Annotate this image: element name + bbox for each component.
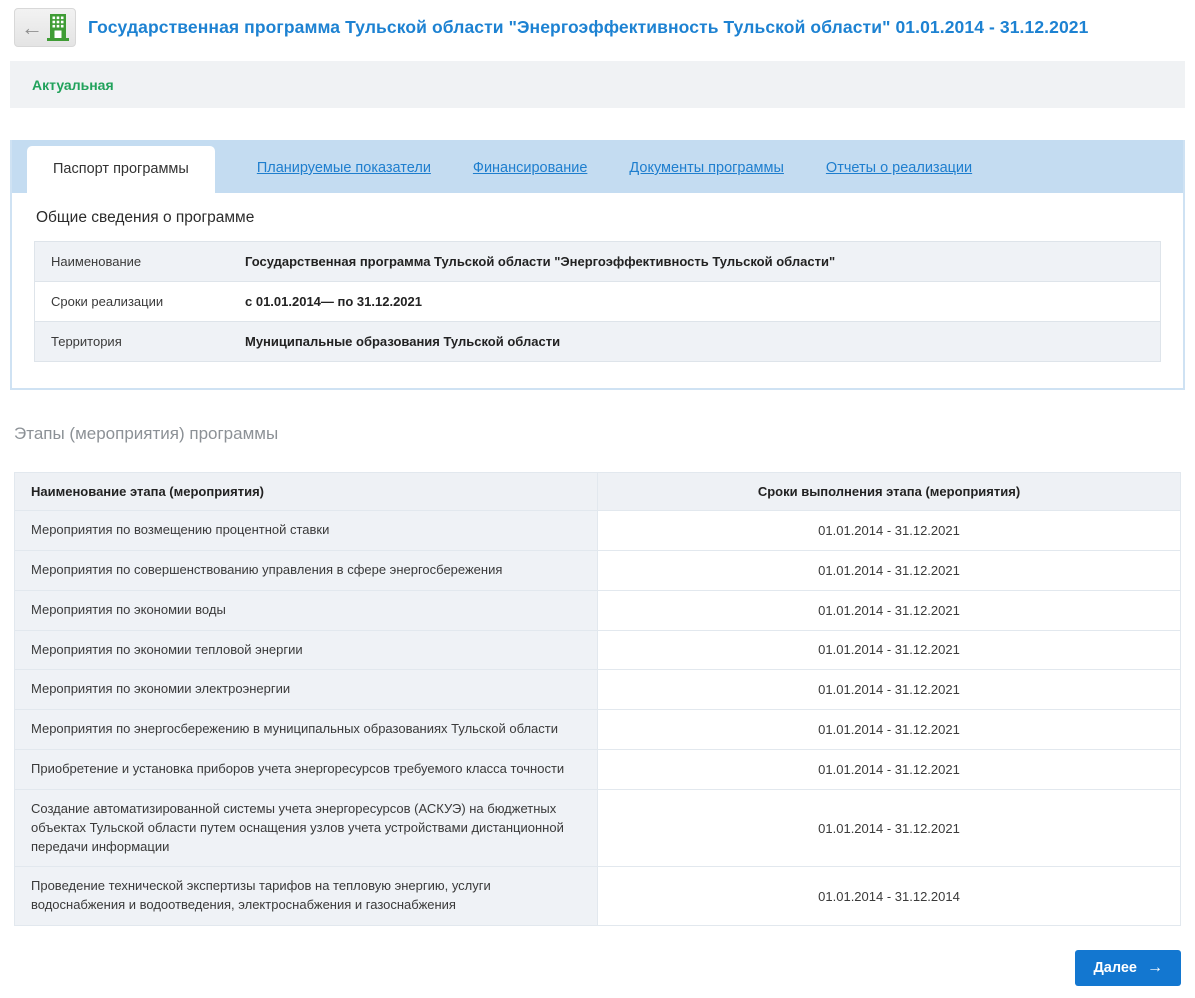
- stage-period: 01.01.2014 - 31.12.2021: [597, 788, 1181, 868]
- table-row: Мероприятия по совершенствованию управле…: [14, 549, 1181, 591]
- next-button[interactable]: Далее →: [1075, 950, 1181, 987]
- stage-name: Мероприятия по энергосбережению в муници…: [14, 709, 598, 751]
- field-label: Наименование: [51, 254, 142, 269]
- table-row: Наименование Государственная программа Т…: [35, 242, 1160, 282]
- building-icon: [47, 13, 69, 42]
- stage-name: Проведение технической экспертизы тарифо…: [14, 866, 598, 927]
- stage-period: 01.01.2014 - 31.12.2021: [597, 709, 1181, 751]
- stage-period: 01.01.2014 - 31.12.2021: [597, 589, 1181, 631]
- stage-name: Мероприятия по экономии тепловой энергии: [14, 629, 598, 671]
- tab-implementation-reports[interactable]: Отчеты о реализации: [825, 160, 973, 176]
- stage-name: Мероприятия по экономии электроэнергии: [14, 669, 598, 711]
- field-label: Территория: [51, 334, 122, 349]
- page-header: ← Государственная программа Тульской обл…: [0, 0, 1195, 57]
- stage-name: Мероприятия по экономии воды: [14, 589, 598, 631]
- table-row: Мероприятия по возмещению процентной ста…: [14, 510, 1181, 551]
- stage-period: 01.01.2014 - 31.12.2021: [597, 510, 1181, 551]
- passport-tab-content: Общие сведения о программе Наименование …: [12, 193, 1183, 388]
- stages-table: Наименование этапа (мероприятия) Сроки в…: [14, 472, 1181, 927]
- program-card: Паспорт программы Планируемые показатели…: [10, 140, 1185, 390]
- column-header-period: Сроки выполнения этапа (мероприятия): [597, 472, 1181, 511]
- back-button[interactable]: ←: [14, 8, 76, 47]
- table-row: Мероприятия по энергосбережению в муници…: [14, 709, 1181, 751]
- field-value: Муниципальные образования Тульской облас…: [245, 334, 561, 349]
- table-row: Территория Муниципальные образования Тул…: [35, 322, 1160, 361]
- table-row: Проведение технической экспертизы тарифо…: [14, 866, 1181, 927]
- field-value: с 01.01.2014— по 31.12.2021: [245, 294, 422, 309]
- table-row: Приобретение и установка приборов учета …: [14, 749, 1181, 790]
- next-button-label: Далее: [1093, 960, 1137, 977]
- page-title: Государственная программа Тульской облас…: [88, 17, 1089, 37]
- back-arrow-icon: ←: [21, 14, 43, 40]
- status-badge[interactable]: Актуальная: [32, 76, 114, 93]
- stage-name: Приобретение и установка приборов учета …: [14, 749, 598, 790]
- general-info-title: Общие сведения о программе: [36, 209, 255, 226]
- stage-period: 01.01.2014 - 31.12.2021: [597, 549, 1181, 591]
- field-label: Сроки реализации: [51, 294, 164, 309]
- stage-name: Мероприятия по возмещению процентной ста…: [14, 510, 598, 551]
- table-row: Мероприятия по экономии электроэнергии 0…: [14, 669, 1181, 711]
- stages-header-row: Наименование этапа (мероприятия) Сроки в…: [14, 472, 1181, 511]
- general-info-table: Наименование Государственная программа Т…: [34, 241, 1161, 362]
- tab-program-documents[interactable]: Документы программы: [629, 160, 784, 176]
- field-value: Государственная программа Тульской облас…: [245, 254, 836, 269]
- tab-financing[interactable]: Финансирование: [472, 160, 588, 176]
- stage-period: 01.01.2014 - 31.12.2021: [597, 629, 1181, 671]
- stages-section-title: Этапы (мероприятия) программы: [14, 424, 279, 443]
- stage-period: 01.01.2014 - 31.12.2014: [597, 866, 1181, 927]
- stage-period: 01.01.2014 - 31.12.2021: [597, 669, 1181, 711]
- table-row: Мероприятия по экономии тепловой энергии…: [14, 629, 1181, 671]
- table-row: Сроки реализации с 01.01.2014— по 31.12.…: [35, 282, 1160, 322]
- footer: Далее →: [0, 926, 1195, 998]
- table-row: Мероприятия по экономии воды 01.01.2014 …: [14, 589, 1181, 631]
- stage-name: Создание автоматизированной системы учет…: [14, 788, 598, 868]
- tab-passport[interactable]: Паспорт программы: [27, 146, 215, 193]
- table-row: Создание автоматизированной системы учет…: [14, 788, 1181, 868]
- arrow-right-icon: →: [1147, 959, 1163, 977]
- column-header-name: Наименование этапа (мероприятия): [14, 472, 598, 511]
- tab-bar: Паспорт программы Планируемые показатели…: [12, 140, 1183, 193]
- stage-name: Мероприятия по совершенствованию управле…: [14, 549, 598, 591]
- status-bar: Актуальная: [10, 61, 1185, 108]
- stage-period: 01.01.2014 - 31.12.2021: [597, 749, 1181, 790]
- tab-planned-indicators[interactable]: Планируемые показатели: [256, 160, 431, 176]
